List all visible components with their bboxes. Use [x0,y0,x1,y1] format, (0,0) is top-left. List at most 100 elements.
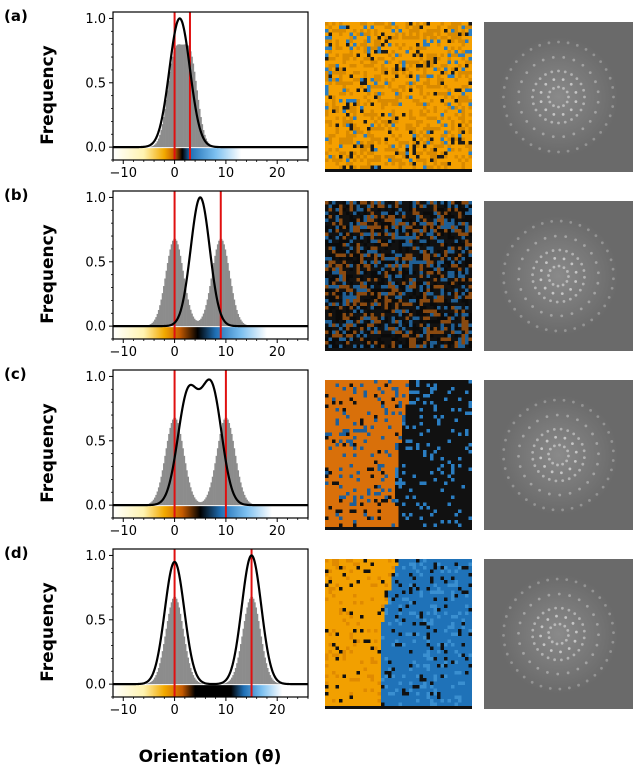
diffraction-spot [546,671,549,674]
histogram-bar [224,249,227,327]
histogram-bar [265,663,268,685]
histogram-bar [229,278,232,327]
diffraction-spot [612,95,615,99]
diffraction-spot [561,462,565,466]
diffraction-spot [520,110,523,114]
diffraction-spot [531,457,535,461]
diffraction-spot [591,589,595,593]
diffraction-spot [542,506,545,510]
histogram-bar [198,502,201,506]
diffraction-spot [596,271,600,275]
histogram-bar [166,263,169,327]
diffraction-spot [540,652,544,656]
diffraction-spot [562,104,565,108]
histogram-bar [277,683,279,685]
histogram-bar [159,305,161,327]
diffraction-spot [509,123,513,126]
histogram-bar [233,299,236,327]
diffraction-spot [552,104,555,108]
histogram-bar [215,455,218,506]
diffraction-spot [569,108,573,112]
histogram-bar [274,681,277,685]
histogram-bar [205,305,207,327]
histogram-bar [231,433,233,506]
y-axis-label-d: Frequency [38,582,58,682]
diffraction-spot [560,292,564,295]
histogram-bar [237,313,240,327]
diffraction-spot [521,137,525,141]
histogram-bar [247,602,250,685]
diffraction-spot [550,220,554,223]
histogram-bar [231,286,233,327]
orientation-map-a [325,22,472,172]
histogram-bar [183,636,186,685]
diffraction-spot [610,286,614,290]
histogram-bar [227,263,229,327]
histogram-bar [160,476,163,506]
diffraction-spot [576,257,580,260]
diffraction-spot [566,671,570,675]
y-tick-label-c: 0.5 [85,434,106,449]
diffraction-spot [534,82,538,86]
diffraction-spot [526,248,530,252]
x-tick-label-c: 10 [218,524,235,539]
diffraction-spot [502,624,506,628]
diffraction-spot [582,269,586,272]
x-tick-label-d: 20 [269,703,286,718]
diffraction-spot [505,114,509,118]
diffraction-spot [580,404,584,407]
diffraction-spot [512,421,516,425]
diffraction-spot [573,612,577,616]
diffraction-spot [518,621,522,625]
diffraction-spot [551,282,555,286]
histogram-bar [165,99,168,148]
diffraction-spot [537,581,540,585]
diffraction-spot [599,130,603,134]
diffraction-spot [596,281,600,285]
histogram-bar [179,613,182,685]
histogram-bar [172,598,174,685]
histogram-bar [195,499,197,506]
diffraction-spot [547,457,551,461]
diffraction-spot [581,63,585,67]
histogram-bar [166,90,169,148]
diffraction-spot [594,110,597,114]
diffraction-spot [535,260,539,264]
diffraction-spot [562,257,566,261]
histogram-bar [233,671,236,685]
diffraction-spot [578,487,581,491]
diffraction-pattern-a [484,22,633,172]
histogram-bar [213,263,215,327]
diffraction-spot [546,429,550,433]
diffraction-spot [595,643,599,647]
diffraction-spot [564,235,568,239]
x-tick-label-a: 20 [269,166,286,181]
diffraction-spot [608,114,612,118]
histogram-bar [151,501,154,506]
diffraction-spot [518,465,522,468]
histogram-bar [260,636,263,685]
histogram-bar [229,679,232,685]
diffraction-spot [552,444,556,448]
histogram-bar [159,134,161,148]
panel-label-a: (a) [4,7,28,25]
histogram-bar [245,613,247,685]
histogram-bar [195,679,197,685]
histogram-bar [227,419,229,506]
diffraction-spot [541,132,545,136]
diffraction-spot [544,108,548,112]
fit-curve-c [113,378,308,507]
fit-curve-b [113,196,308,328]
diffraction-spot [518,642,522,646]
diffraction-spot [572,132,576,136]
diffraction-spot [582,102,586,106]
histogram-bar [210,482,213,506]
diffraction-spot [575,113,579,117]
histogram-bar [241,487,243,506]
histogram-bar [259,628,261,685]
diffraction-spot [584,424,588,428]
histogram-bar [197,501,200,506]
diffraction-spot [577,648,581,652]
diffraction-spot [570,506,574,510]
